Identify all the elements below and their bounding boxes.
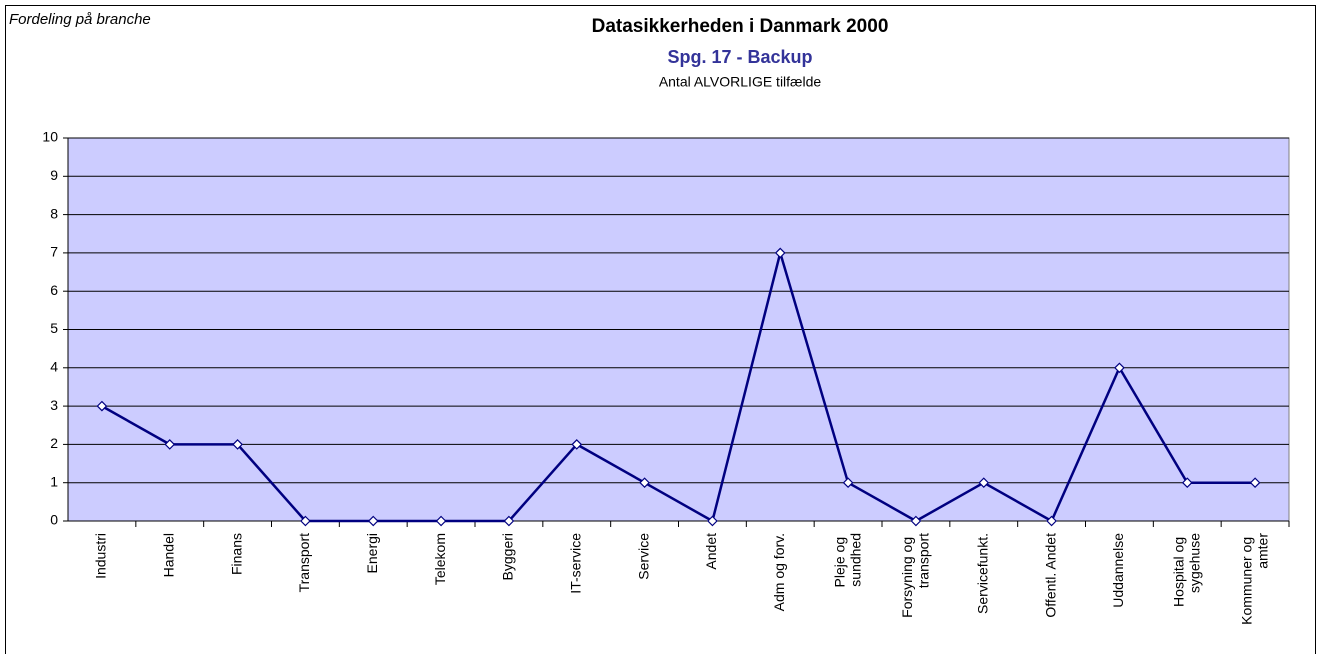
y-tick-label: 0 xyxy=(50,512,58,528)
data-point xyxy=(978,477,990,489)
x-tick-label: Adm og forv. xyxy=(771,533,787,611)
x-tick-label: Kommuner og amter xyxy=(1238,533,1270,625)
y-tick-label: 5 xyxy=(50,320,58,336)
y-tick-label: 8 xyxy=(50,205,58,221)
data-point xyxy=(639,477,650,489)
chart-title: Datasikkerheden i Danmark 2000 xyxy=(592,16,889,37)
data-point xyxy=(96,400,108,412)
y-axis-label: Antal ALVORLIGE tilfælde xyxy=(659,74,822,90)
x-tick-label: Uddannelse xyxy=(1110,533,1126,608)
y-tick-label: 7 xyxy=(50,244,58,260)
data-point xyxy=(164,439,176,450)
chart-border xyxy=(5,5,1316,654)
data-point xyxy=(571,439,583,450)
x-tick-label: Offentl. Andet xyxy=(1042,533,1058,618)
y-tick-label: 10 xyxy=(42,129,58,145)
y-tick-label: 3 xyxy=(50,397,58,413)
data-point xyxy=(1114,362,1125,374)
y-tick-label: 9 xyxy=(50,167,58,183)
data-line xyxy=(101,251,1256,523)
x-tick-label: Servicefunkt. xyxy=(974,533,990,614)
data-point xyxy=(842,477,854,489)
chart-subtitle: Spg. 17 - Backup xyxy=(667,47,812,67)
data-point xyxy=(1249,477,1261,489)
y-tick-label: 1 xyxy=(50,473,58,489)
x-tick-label: Pleje og sundhed xyxy=(831,533,863,587)
corner-label: Fordeling på branche xyxy=(9,11,151,28)
x-tick-label: Forsyning og transport xyxy=(899,533,931,618)
x-tick-label: Service xyxy=(635,533,651,580)
y-tick-label: 6 xyxy=(50,282,58,298)
data-point xyxy=(1046,515,1057,527)
data-point xyxy=(1181,477,1193,489)
data-point xyxy=(707,515,718,527)
data-point xyxy=(503,515,515,527)
x-tick-label: Andet xyxy=(703,533,719,570)
data-point xyxy=(435,515,447,527)
x-tick-label: Energi xyxy=(364,533,380,573)
x-tick-label: Finans xyxy=(228,533,244,575)
data-point xyxy=(367,515,379,527)
x-tick-label: Byggeri xyxy=(500,533,516,580)
x-tick-label: Telekom xyxy=(432,533,448,585)
x-tick-label: IT-service xyxy=(567,533,583,594)
data-point xyxy=(910,515,922,527)
data-point xyxy=(232,439,243,450)
x-tick-label: Transport xyxy=(296,533,312,593)
y-tick-label: 4 xyxy=(50,359,58,375)
x-tick-label: Handel xyxy=(160,533,176,577)
data-point xyxy=(300,515,311,527)
x-tick-label: Hospital og sygehuse xyxy=(1170,533,1202,607)
data-point xyxy=(774,247,786,259)
x-tick-label: Industri xyxy=(93,533,109,579)
y-tick-label: 2 xyxy=(50,435,58,451)
